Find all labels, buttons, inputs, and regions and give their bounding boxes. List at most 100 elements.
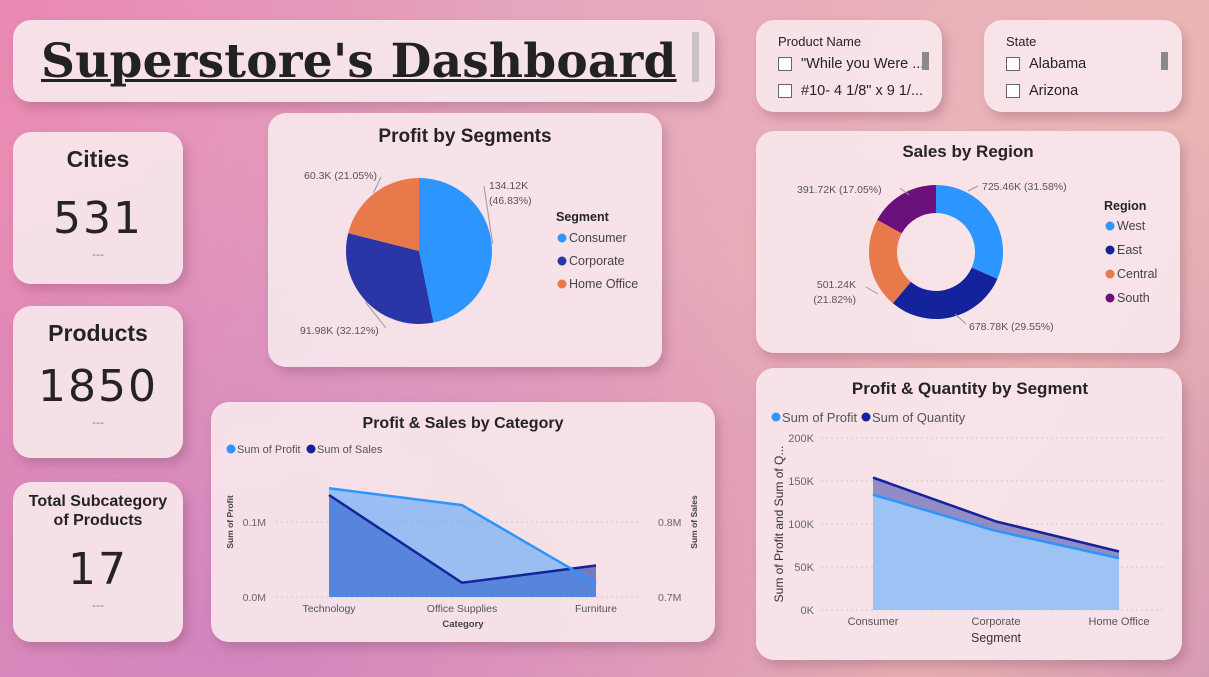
sales-area	[329, 495, 596, 597]
legend-label: Corporate	[569, 254, 625, 268]
legend-label: East	[1117, 243, 1143, 257]
kpi-cities-value: 531	[53, 193, 143, 244]
state-slicer-item-label: Alabama	[1029, 56, 1087, 72]
legend-label: Sum of Sales	[317, 444, 383, 456]
checkbox[interactable]	[778, 84, 792, 98]
kpi-subcategories-label: Total Subcategory of Products	[13, 492, 183, 530]
state-slicer-item[interactable]: Alabama	[1006, 56, 1086, 72]
chart-title: Profit & Quantity by Segment	[852, 379, 1088, 398]
kpi-card-products: Products 1850 ---	[13, 306, 183, 458]
donut-slice-central	[869, 219, 911, 304]
legend-marker	[861, 412, 871, 422]
profit-sales-by-category-chart: Profit & Sales by Category Sum of Profit S…	[225, 415, 699, 630]
kpi-card-subcategories: Total Subcategory of Products 17 ---	[13, 482, 183, 642]
data-label: 91.98K (32.12%)	[300, 325, 379, 337]
legend-label: West	[1117, 219, 1146, 233]
x-tick-label: Home Office	[1089, 616, 1150, 628]
leader-line	[865, 286, 879, 295]
profit-quantity-by-segment-chart: Profit & Quantity by Segment Sum of Profi…	[771, 379, 1166, 645]
profit-by-segments-card: Profit by Segments 134.12K (46.83%) 91.98K …	[268, 113, 662, 367]
x-tick-label: Corporate	[972, 616, 1021, 628]
legend-title: Region	[1104, 199, 1146, 213]
checkbox[interactable]	[1006, 57, 1020, 71]
quantity-line	[872, 476, 1120, 553]
chart-title: Profit & Sales by Category	[363, 415, 564, 432]
legend-label: Sum of Profit	[237, 444, 301, 456]
kpi-products-value: 1850	[38, 361, 158, 412]
chart-title: Sales by Region	[902, 142, 1033, 161]
x-axis-label: Segment	[971, 631, 1022, 645]
pie-slice-home-office	[348, 177, 419, 251]
x-axis-label: Category	[442, 619, 484, 630]
state-slicer[interactable]: State Alabama Arizona	[984, 20, 1182, 112]
kpi-subcategories-label-line1: Total Subcategory	[28, 493, 168, 510]
profit-line	[328, 487, 597, 585]
product-slicer-item[interactable]: "While you Were ...	[778, 56, 924, 72]
product-name-slicer[interactable]: Product Name "While you Were ... #10- 4 …	[756, 20, 942, 112]
y-tick-label: 150K	[788, 476, 814, 488]
data-label: (21.82%)	[813, 294, 856, 306]
product-slicer-item-label: "While you Were ...	[801, 56, 925, 72]
state-slicer-scrollbar[interactable]	[1161, 52, 1168, 70]
kpi-subcategories-subtext: ---	[92, 599, 104, 612]
state-slicer-item[interactable]: Arizona	[1006, 83, 1078, 99]
leader-line	[899, 187, 910, 196]
product-slicer-item[interactable]: #10- 4 1/8" x 9 1/...	[778, 83, 923, 99]
legend-marker	[557, 279, 567, 289]
kpi-cities-subtext: ---	[92, 248, 104, 261]
leader-line	[483, 185, 494, 244]
y-tick-label: 0.1M	[243, 517, 266, 529]
legend-title: Segment	[556, 210, 610, 224]
data-label: 501.24K	[817, 279, 856, 291]
legend-label: Consumer	[569, 231, 627, 245]
legend-marker	[557, 233, 567, 243]
profit-by-segments-chart: Profit by Segments 134.12K (46.83%) 91.98K …	[300, 126, 638, 337]
legend-marker	[557, 256, 567, 266]
data-label: 134.12K	[489, 180, 528, 192]
pie-slice-consumer	[419, 178, 492, 323]
data-label: 60.3K (21.05%)	[304, 170, 377, 182]
profit-sales-by-category-card: Profit & Sales by Category Sum of Profit S…	[211, 402, 715, 642]
leader-line	[967, 185, 979, 192]
profit-area	[873, 494, 1119, 610]
legend-label: Central	[1117, 267, 1157, 281]
data-label: 391.72K (17.05%)	[797, 184, 882, 196]
donut-slice-west	[936, 185, 1003, 279]
data-label: (46.83%)	[489, 195, 532, 207]
y-tick-label: 0.0M	[243, 592, 266, 604]
product-slicer-header: Product Name	[778, 34, 862, 49]
kpi-card-cities: Cities 531 ---	[13, 132, 183, 284]
y-axis-label: Sum of Profit	[225, 495, 235, 549]
legend-label: Sum of Quantity	[872, 410, 966, 425]
x-tick-label: Consumer	[848, 616, 899, 628]
legend-marker	[1105, 269, 1115, 279]
product-slicer-item-label: #10- 4 1/8" x 9 1/...	[801, 83, 924, 99]
kpi-products-subtext: ---	[92, 416, 104, 429]
y2-tick-label: 0.7M	[658, 592, 681, 604]
x-tick-label: Technology	[302, 603, 356, 615]
donut-slice-east	[892, 267, 998, 319]
donut-slice-south	[877, 185, 936, 234]
profit-area	[329, 488, 596, 597]
legend-marker	[771, 412, 781, 422]
profit-line	[872, 493, 1120, 560]
legend-marker	[306, 444, 316, 454]
checkbox[interactable]	[778, 57, 792, 71]
y2-tick-label: 0.8M	[658, 517, 681, 529]
y2-axis-label: Sum of Sales	[689, 495, 699, 549]
checkbox[interactable]	[1006, 84, 1020, 98]
y-tick-label: 0K	[801, 605, 815, 617]
state-slicer-item-label: Arizona	[1029, 83, 1079, 99]
legend-label: South	[1117, 291, 1150, 305]
chart-title: Profit by Segments	[378, 126, 551, 147]
legend-marker	[226, 444, 236, 454]
product-slicer-scrollbar[interactable]	[922, 52, 929, 70]
legend-marker	[1105, 245, 1115, 255]
leader-line	[954, 313, 967, 325]
kpi-subcategories-value: 17	[68, 544, 128, 595]
title-scroll-marker	[692, 32, 699, 82]
pie-slice-corporate	[346, 233, 434, 324]
kpi-subcategories-label-line2: of Products	[53, 512, 143, 529]
data-label: 678.78K (29.55%)	[969, 321, 1054, 333]
sales-line	[328, 493, 597, 585]
